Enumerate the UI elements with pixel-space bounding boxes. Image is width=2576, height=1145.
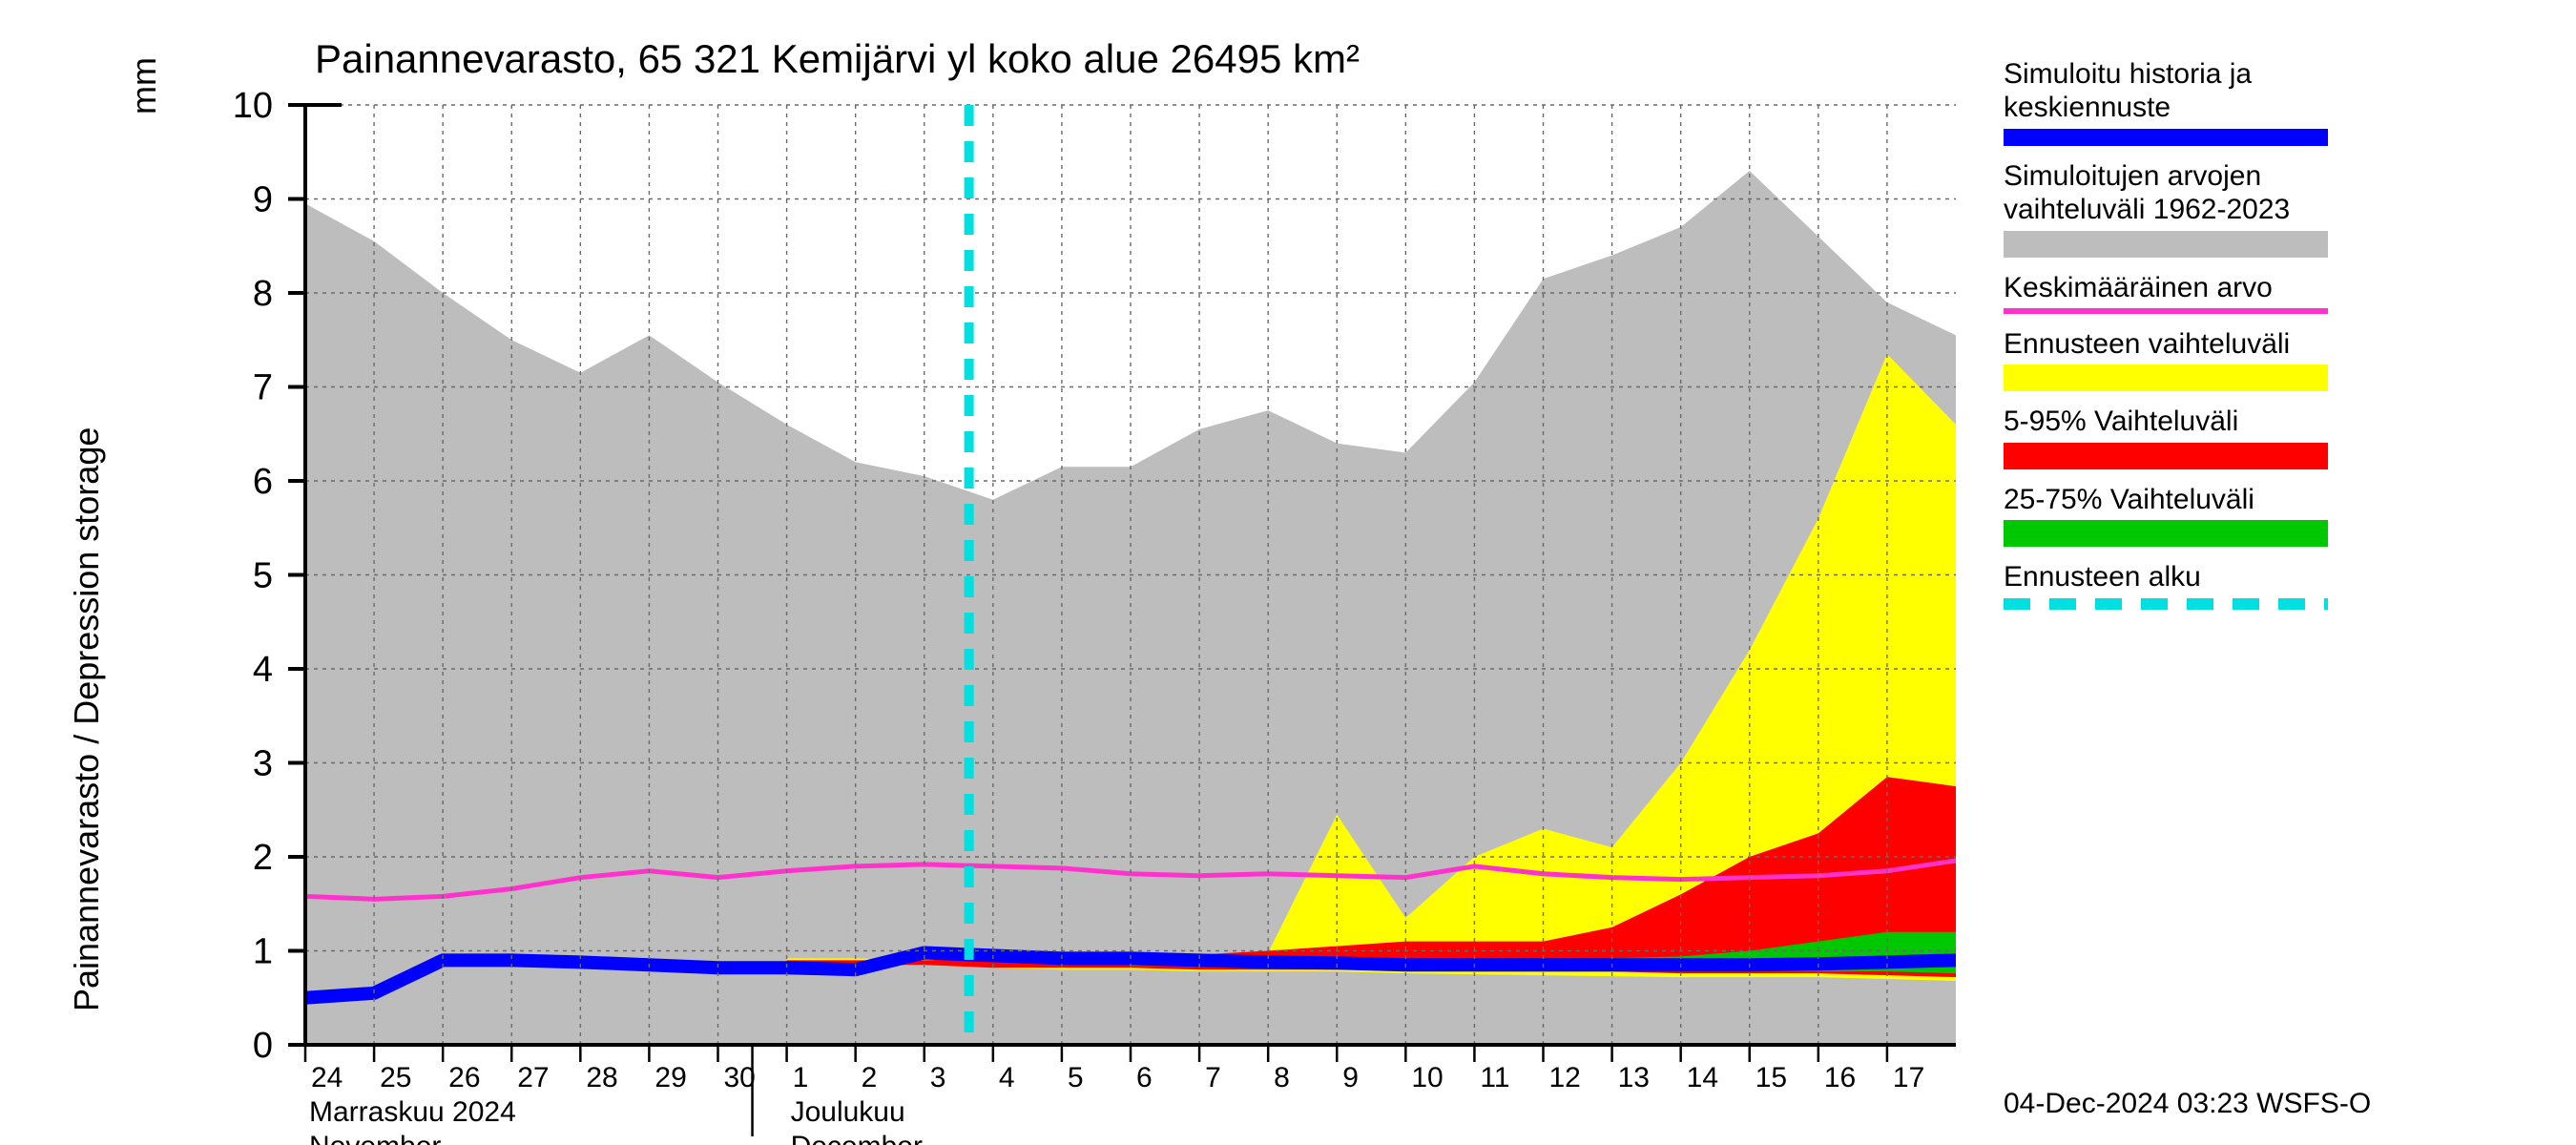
legend-label: 25-75% Vaihteluväli [2004, 483, 2328, 516]
svg-text:11: 11 [1480, 1062, 1509, 1093]
svg-text:16: 16 [1824, 1062, 1856, 1093]
svg-text:Marraskuu 2024: Marraskuu 2024 [309, 1096, 516, 1128]
svg-text:30: 30 [724, 1062, 756, 1093]
svg-text:12: 12 [1549, 1062, 1581, 1093]
legend-label: Simuloitu historia ja [2004, 57, 2328, 91]
svg-text:December: December [791, 1131, 923, 1145]
svg-text:9: 9 [1342, 1062, 1359, 1093]
svg-text:6: 6 [253, 462, 273, 502]
svg-text:15: 15 [1755, 1062, 1787, 1093]
svg-text:6: 6 [1136, 1062, 1153, 1093]
svg-text:2: 2 [253, 838, 273, 878]
svg-text:November: November [309, 1131, 441, 1145]
svg-text:17: 17 [1893, 1062, 1924, 1093]
svg-text:13: 13 [1618, 1062, 1650, 1093]
legend-label: 5-95% Vaihteluväli [2004, 405, 2328, 438]
svg-text:7: 7 [253, 368, 273, 408]
svg-text:2: 2 [862, 1062, 878, 1093]
legend-swatch [2004, 443, 2328, 469]
svg-text:29: 29 [654, 1062, 686, 1093]
svg-text:28: 28 [586, 1062, 617, 1093]
legend-swatch [2004, 520, 2328, 547]
svg-text:24: 24 [311, 1062, 343, 1093]
legend-item: Ennusteen vaihteluväli [2004, 327, 2328, 391]
svg-text:1: 1 [253, 932, 273, 972]
svg-text:3: 3 [253, 744, 273, 784]
svg-text:27: 27 [517, 1062, 549, 1093]
legend-swatch [2004, 598, 2328, 610]
legend-swatch [2004, 231, 2328, 258]
legend-label: Ennusteen vaihteluväli [2004, 327, 2328, 361]
legend-swatch [2004, 129, 2328, 146]
y-axis-label: Painannevarasto / Depression storage [67, 427, 107, 1011]
svg-text:8: 8 [253, 274, 273, 314]
svg-text:1: 1 [793, 1062, 809, 1093]
legend-label: vaihteluväli 1962-2023 [2004, 193, 2328, 226]
svg-text:10: 10 [233, 86, 273, 126]
svg-text:9: 9 [253, 180, 273, 220]
chart-stage: Painannevarasto / Depression storage mm … [0, 0, 2576, 1145]
legend-item: Simuloitujen arvojenvaihteluväli 1962-20… [2004, 159, 2328, 258]
svg-text:14: 14 [1687, 1062, 1718, 1093]
svg-text:4: 4 [999, 1062, 1015, 1093]
svg-text:4: 4 [253, 650, 273, 690]
svg-text:0: 0 [253, 1026, 273, 1066]
legend-swatch [2004, 364, 2328, 391]
svg-text:5: 5 [1068, 1062, 1084, 1093]
legend-label: keskiennuste [2004, 91, 2328, 124]
legend-item: Simuloitu historia jakeskiennuste [2004, 57, 2328, 146]
svg-text:25: 25 [380, 1062, 411, 1093]
legend-swatch [2004, 308, 2328, 314]
svg-text:7: 7 [1205, 1062, 1221, 1093]
legend-item: 25-75% Vaihteluväli [2004, 483, 2328, 547]
chart-title: Painannevarasto, 65 321 Kemijärvi yl kok… [315, 36, 1360, 82]
legend-item: Keskimääräinen arvo [2004, 271, 2328, 314]
legend: Simuloitu historia jakeskiennusteSimuloi… [2004, 57, 2328, 623]
legend-item: Ennusteen alku [2004, 560, 2328, 609]
timestamp-footer: 04-Dec-2024 03:23 WSFS-O [2004, 1088, 2371, 1120]
legend-label: Ennusteen alku [2004, 560, 2328, 593]
legend-label: Simuloitujen arvojen [2004, 159, 2328, 193]
svg-text:5: 5 [253, 556, 273, 596]
svg-text:Joulukuu: Joulukuu [791, 1096, 905, 1128]
svg-text:26: 26 [448, 1062, 480, 1093]
svg-text:3: 3 [930, 1062, 946, 1093]
svg-text:10: 10 [1411, 1062, 1443, 1093]
legend-label: Keskimääräinen arvo [2004, 271, 2328, 304]
y-axis-unit: mm [124, 57, 164, 114]
svg-text:8: 8 [1274, 1062, 1290, 1093]
legend-item: 5-95% Vaihteluväli [2004, 405, 2328, 468]
